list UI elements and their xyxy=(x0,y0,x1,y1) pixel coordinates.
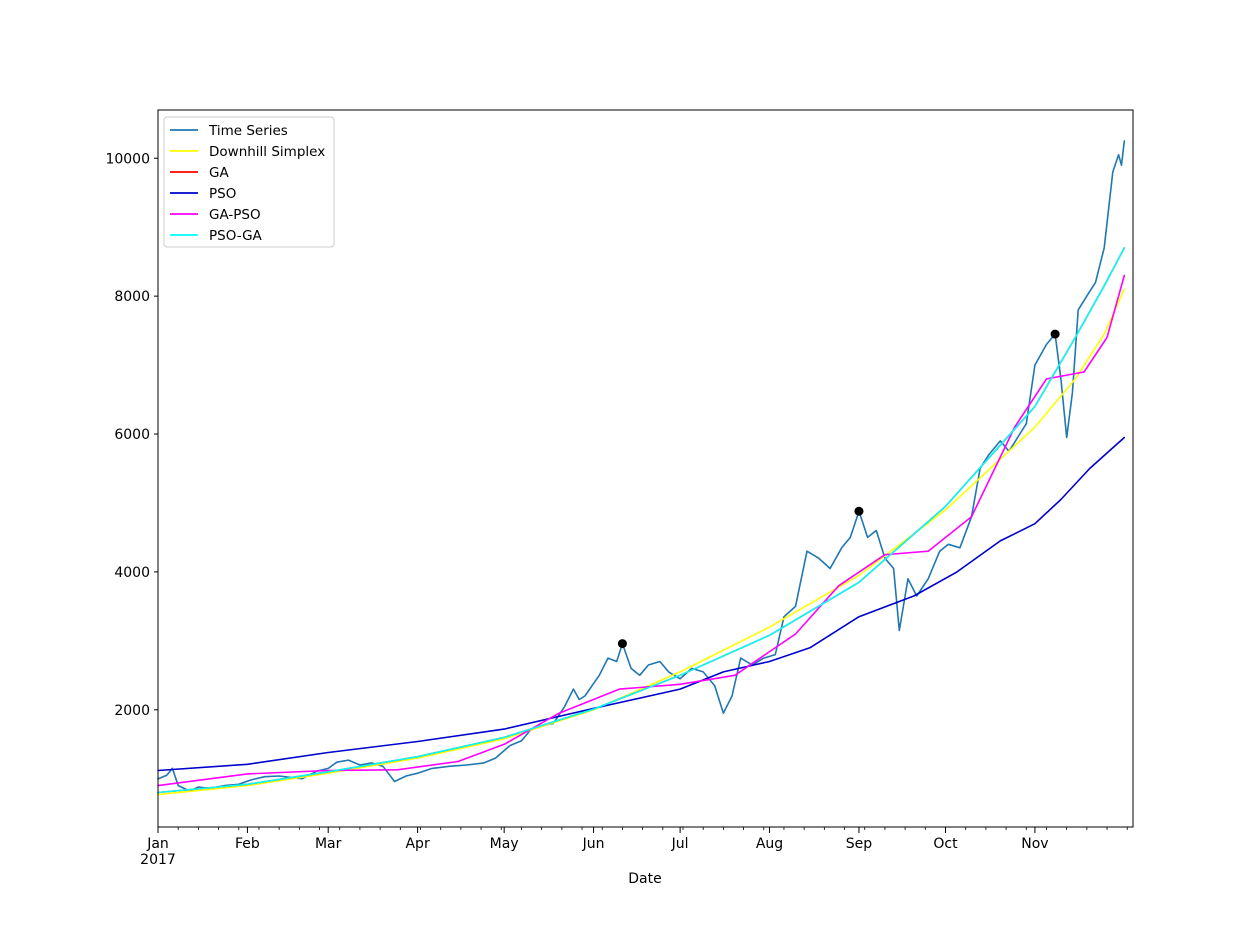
peak-marker-1 xyxy=(854,506,864,516)
y-axis: 2000 4000 6000 8000 10000 xyxy=(105,151,158,719)
x-tick-label-5: Jun xyxy=(582,836,605,852)
series-line-5 xyxy=(157,247,1126,794)
legend-label-3: PSO xyxy=(209,186,236,202)
legend: Time Series Downhill Simplex GA PSO GA-PSO PS… xyxy=(163,116,335,248)
peak-marker-2 xyxy=(1050,329,1060,339)
series-layer xyxy=(157,140,1126,796)
legend-label-0: Time Series xyxy=(208,123,288,139)
y-tick-label-1: 4000 xyxy=(114,565,150,581)
legend-label-2: GA xyxy=(209,165,229,181)
x-tick-label-6: Jul xyxy=(671,836,689,852)
x-tick-label-10: Nov xyxy=(1021,836,1048,852)
series-line-2 xyxy=(157,247,1126,794)
legend-label-4: GA-PSO xyxy=(209,207,261,223)
y-tick-label-3: 8000 xyxy=(114,289,150,305)
x-tick-label-2: Mar xyxy=(315,836,342,852)
legend-label-5: PSO-GA xyxy=(209,228,263,244)
x-tick-label-8: Sep xyxy=(846,836,873,852)
x-tick-label-0: Jan xyxy=(146,836,169,852)
x-tick-label-1: Feb xyxy=(235,836,260,852)
legend-label-1: Downhill Simplex xyxy=(209,144,325,160)
plot-frame xyxy=(157,109,1134,828)
x-tick-label-4: May xyxy=(490,836,519,852)
marker-layer xyxy=(617,329,1060,649)
series-line-3 xyxy=(157,436,1126,772)
peak-marker-0 xyxy=(617,639,627,649)
y-tick-label-0: 2000 xyxy=(114,703,150,719)
series-line-1 xyxy=(157,288,1126,796)
x-tick-label-3: Apr xyxy=(405,836,429,852)
series-line-4 xyxy=(157,274,1126,787)
x-axis-label: Date xyxy=(628,871,661,887)
x-tick-label-7: Aug xyxy=(756,836,783,852)
y-tick-label-2: 6000 xyxy=(114,427,150,443)
legend-box xyxy=(163,116,335,248)
x-tick-label-9: Oct xyxy=(933,836,958,852)
y-tick-label-4: 10000 xyxy=(105,151,150,167)
x-tick-sublabel-0: 2017 xyxy=(140,852,176,868)
